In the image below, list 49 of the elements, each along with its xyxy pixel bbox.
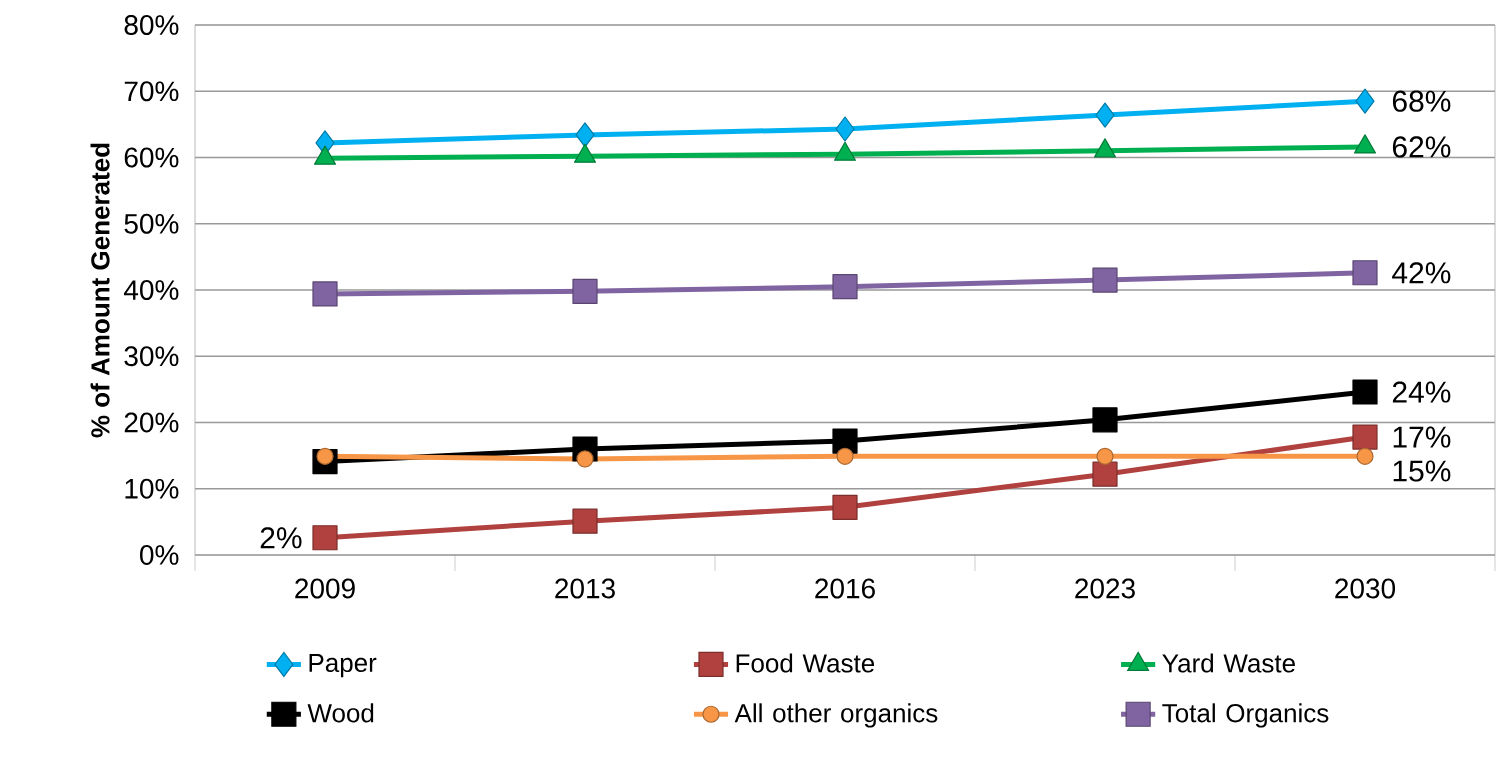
x-tick-label: 2013 <box>555 578 615 599</box>
legend-label: Yard Waste <box>1162 653 1295 673</box>
x-tick-label: 2009 <box>295 578 355 599</box>
annotation: 24% <box>1392 381 1451 403</box>
point <box>1352 379 1378 405</box>
point <box>1352 424 1378 450</box>
y-tick-label: 80% <box>124 15 179 35</box>
y-tick-label: 0% <box>140 545 179 565</box>
y-tick-label: 10% <box>125 478 179 499</box>
point <box>836 447 854 465</box>
point <box>1092 267 1118 293</box>
point <box>835 116 855 142</box>
y-tick-label: 30% <box>124 346 179 367</box>
point <box>312 525 338 551</box>
legend-label: Total Organics <box>1162 703 1329 728</box>
x-tick-label: 2030 <box>1335 578 1396 599</box>
point <box>1092 407 1118 433</box>
point <box>575 122 595 148</box>
annotation: 68% <box>1392 90 1451 112</box>
y-tick-label: 20% <box>124 412 179 433</box>
y-tick-label: 40% <box>123 280 179 300</box>
point <box>1352 260 1378 286</box>
y-axis-title: % of Amount Generated <box>90 143 110 438</box>
point <box>832 274 858 300</box>
legend-label: Paper <box>309 653 377 678</box>
y-tick-label: 60% <box>124 147 179 168</box>
annotation: 62% <box>1392 136 1451 158</box>
annotation: 15% <box>1393 460 1451 482</box>
point <box>316 447 334 465</box>
annotation: 2% <box>260 527 302 549</box>
y-tick-label: 50% <box>124 213 179 234</box>
point <box>572 278 598 304</box>
point <box>1095 102 1115 128</box>
y-tick-label: 70% <box>124 81 179 102</box>
point <box>1356 447 1374 465</box>
point <box>1355 88 1375 114</box>
legend-label: Food Waste <box>736 653 875 673</box>
x-tick-label: 2023 <box>1075 578 1135 599</box>
point <box>312 281 338 307</box>
legend-label: Wood <box>307 703 374 723</box>
annotation: 17% <box>1393 426 1451 448</box>
point <box>1096 447 1114 465</box>
point <box>1092 461 1118 487</box>
point <box>572 508 598 534</box>
legend-label: All other organics <box>734 703 938 728</box>
point <box>576 450 594 468</box>
point <box>832 494 858 520</box>
annotation: 42% <box>1392 262 1451 284</box>
x-tick-label: 2016 <box>815 578 875 599</box>
